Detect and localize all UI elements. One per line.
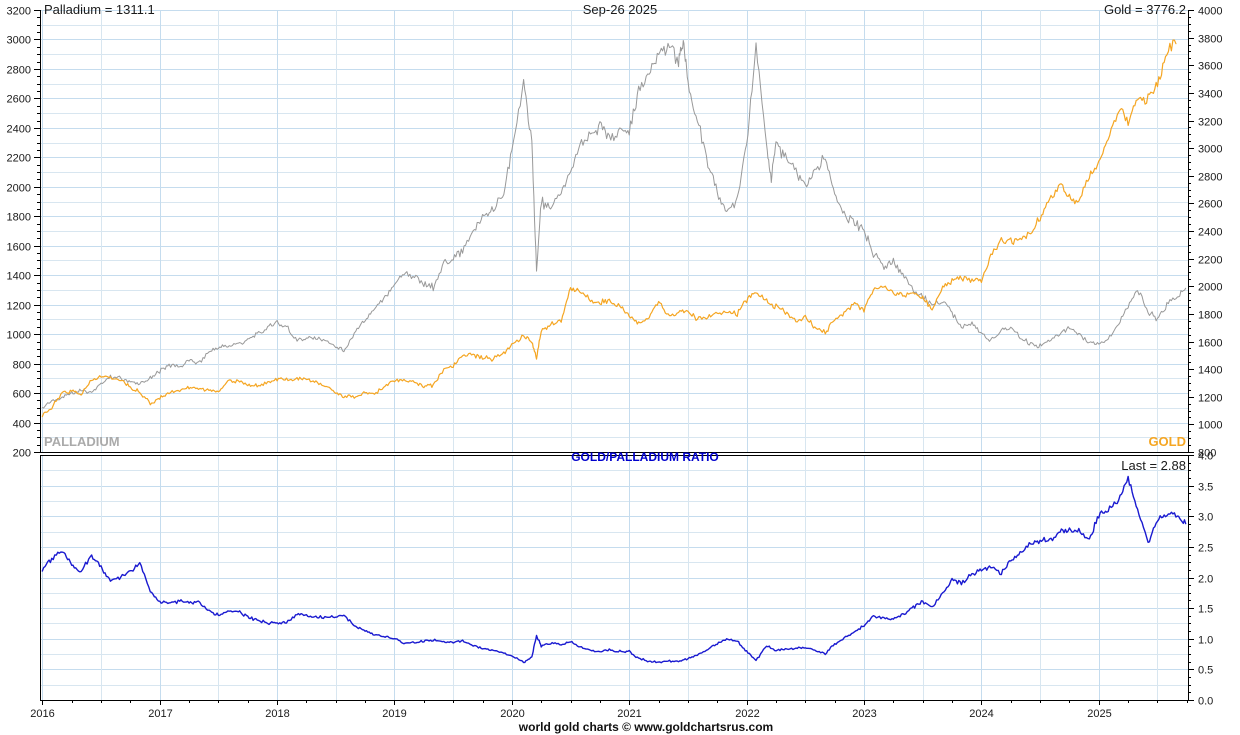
ratio-last-readout: Last = 2.88 [1121,458,1186,473]
svg-text:3200: 3200 [1198,117,1222,129]
svg-text:400: 400 [13,419,31,431]
svg-text:4000: 4000 [1198,6,1222,18]
svg-text:1.0: 1.0 [1198,635,1213,647]
svg-text:1000: 1000 [1198,420,1222,432]
svg-text:0.0: 0.0 [1198,696,1213,708]
series-gold-palladium-ratio [41,475,1187,664]
svg-text:1400: 1400 [7,271,31,283]
svg-text:600: 600 [13,389,31,401]
svg-text:2600: 2600 [1198,199,1222,211]
svg-text:2022: 2022 [735,708,759,720]
svg-text:3000: 3000 [7,35,31,47]
svg-text:2017: 2017 [148,708,172,720]
series-gold [41,39,1177,418]
site-credit: world gold charts © www.goldchartsrus.co… [518,720,773,734]
svg-text:2020: 2020 [500,708,524,720]
svg-text:3000: 3000 [1198,144,1222,156]
svg-text:1800: 1800 [1198,310,1222,322]
svg-text:1000: 1000 [7,330,31,342]
svg-text:2024: 2024 [969,708,993,720]
svg-text:2800: 2800 [7,65,31,77]
svg-text:1600: 1600 [1198,338,1222,350]
svg-text:800: 800 [1198,448,1216,460]
svg-text:2800: 2800 [1198,172,1222,184]
svg-text:3200: 3200 [7,6,31,18]
svg-text:3.0: 3.0 [1198,512,1213,524]
gold-readout: Gold = 3776.2 [1104,2,1186,17]
svg-text:1600: 1600 [7,242,31,254]
svg-text:2025: 2025 [1087,708,1111,720]
svg-text:2000: 2000 [1198,282,1222,294]
svg-text:2600: 2600 [7,94,31,106]
svg-text:3600: 3600 [1198,61,1222,73]
series-palladium [41,40,1187,409]
svg-text:2200: 2200 [7,153,31,165]
svg-text:0.5: 0.5 [1198,665,1213,677]
palladium-series-label: PALLADIUM [44,434,120,449]
svg-text:2.5: 2.5 [1198,543,1213,555]
svg-text:2016: 2016 [30,708,54,720]
svg-text:2023: 2023 [852,708,876,720]
svg-text:1800: 1800 [7,212,31,224]
svg-text:2.0: 2.0 [1198,574,1213,586]
palladium-readout: Palladium = 1311.1 [44,2,155,17]
svg-text:4.0: 4.0 [1198,451,1213,463]
svg-text:3400: 3400 [1198,89,1222,101]
svg-text:2021: 2021 [617,708,641,720]
svg-text:2018: 2018 [265,708,289,720]
svg-text:1200: 1200 [7,301,31,313]
svg-text:200: 200 [13,448,31,460]
svg-text:2400: 2400 [1198,227,1222,239]
svg-text:2400: 2400 [7,124,31,136]
svg-text:1.5: 1.5 [1198,604,1213,616]
svg-text:2000: 2000 [7,183,31,195]
axis-ticks [34,10,1194,705]
axis-labels: 200 400 600 800 1000 1200 1400 1600 1800 2000 2200… [7,6,1223,721]
svg-text:1200: 1200 [1198,393,1222,405]
svg-text:3800: 3800 [1198,34,1222,46]
ratio-panel-title: GOLD/PALLADIUM RATIO [571,450,719,464]
svg-text:2019: 2019 [382,708,406,720]
chart-date-title: Sep-26 2025 [583,2,657,17]
gridlines [40,10,1188,700]
svg-text:2200: 2200 [1198,255,1222,267]
svg-text:1400: 1400 [1198,365,1222,377]
svg-text:800: 800 [13,360,31,372]
plot-lines [41,39,1187,664]
svg-text:3.5: 3.5 [1198,482,1213,494]
gold-series-label: GOLD [1148,434,1186,449]
